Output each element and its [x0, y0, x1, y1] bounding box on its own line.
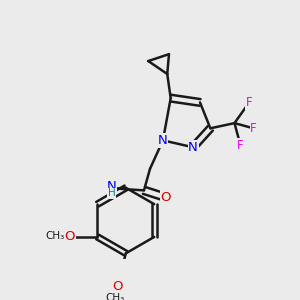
Text: O: O [112, 280, 122, 292]
Text: N: N [158, 134, 168, 147]
Text: F: F [250, 122, 257, 135]
Text: F: F [237, 139, 244, 152]
Text: CH₃: CH₃ [105, 293, 124, 300]
Text: H: H [108, 188, 116, 198]
Text: N: N [188, 141, 198, 154]
Text: N: N [107, 180, 116, 193]
Text: O: O [160, 191, 171, 204]
Text: F: F [246, 96, 253, 109]
Text: CH₃: CH₃ [45, 231, 64, 241]
Text: O: O [64, 230, 75, 243]
